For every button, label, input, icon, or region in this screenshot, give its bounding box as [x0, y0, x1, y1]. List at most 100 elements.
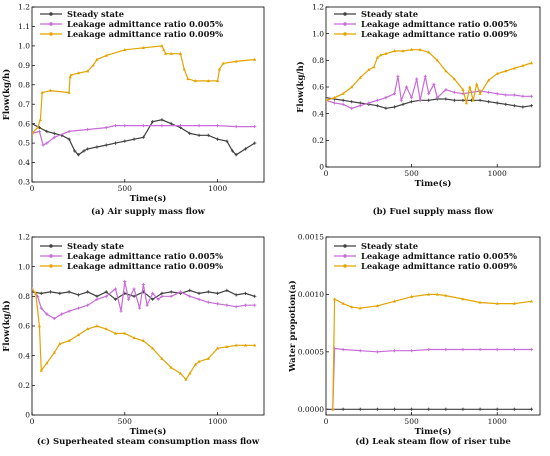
data-point	[45, 312, 49, 316]
legend-label-steady: Steady state	[361, 241, 418, 251]
data-point	[68, 75, 72, 79]
data-point	[104, 125, 108, 130]
series-steady	[32, 118, 257, 157]
data-point	[225, 344, 229, 348]
data-point	[206, 79, 210, 83]
data-point	[178, 124, 183, 128]
data-point	[69, 73, 73, 77]
data-point	[113, 287, 118, 291]
data-point	[141, 46, 145, 50]
data-point	[375, 304, 379, 308]
data-point	[487, 90, 491, 94]
data-point	[86, 147, 90, 151]
data-point	[350, 106, 354, 110]
data-point	[478, 300, 482, 304]
data-point	[132, 137, 136, 141]
data-point	[461, 98, 465, 102]
data-point	[48, 290, 53, 294]
data-point	[151, 297, 155, 301]
panel-caption: (c) Superheated steam consumption mass f…	[37, 436, 260, 447]
data-point	[160, 118, 164, 122]
legend-label-s2: Leakage admittance ratio 0.009%	[361, 29, 517, 39]
data-point	[86, 303, 90, 307]
data-point	[392, 92, 397, 96]
data-point	[188, 371, 192, 375]
data-point	[392, 49, 397, 53]
data-point	[216, 346, 220, 350]
data-point	[141, 339, 145, 343]
data-point	[216, 124, 220, 128]
y-tick-label: 0.6	[312, 83, 324, 92]
data-point	[58, 342, 62, 345]
y-tick-label: 0.6	[18, 322, 30, 331]
data-point	[435, 58, 439, 62]
data-point	[86, 127, 90, 132]
data-point	[52, 135, 56, 139]
panel-caption: (a) Air supply mass flow	[91, 206, 206, 217]
data-point	[253, 343, 257, 347]
data-point	[216, 291, 220, 295]
data-point	[38, 117, 42, 121]
data-point	[332, 297, 337, 301]
data-point	[504, 93, 508, 97]
series-s1	[32, 279, 257, 321]
data-point	[86, 290, 90, 294]
data-point	[358, 75, 362, 79]
data-point	[521, 105, 525, 109]
data-point	[91, 63, 95, 67]
data-point	[350, 305, 354, 309]
series-line-s1	[32, 281, 255, 320]
series-s2	[331, 292, 534, 411]
data-point	[188, 294, 192, 298]
x-tick-label: 500	[118, 184, 133, 193]
legend-label-s1: Leakage admittance ratio 0.005%	[361, 19, 517, 29]
data-point	[478, 91, 482, 95]
data-point	[375, 55, 379, 59]
plot-frame	[325, 236, 541, 416]
legend-marker	[49, 264, 53, 268]
data-point	[184, 377, 188, 381]
legend-label-s2: Leakage admittance ratio 0.009%	[67, 29, 223, 39]
data-point	[151, 291, 155, 295]
data-point	[182, 67, 186, 71]
data-point	[197, 359, 201, 363]
data-point	[529, 299, 534, 303]
series-line-s2	[332, 293, 532, 410]
data-point	[341, 347, 345, 352]
data-point	[164, 51, 168, 55]
data-point	[396, 74, 400, 78]
data-point	[162, 47, 166, 51]
data-point	[487, 100, 491, 104]
x-tick-label: 500	[118, 417, 133, 426]
data-point	[197, 133, 201, 137]
data-point	[32, 287, 34, 291]
data-point	[341, 98, 345, 102]
data-point	[410, 47, 414, 51]
data-point	[34, 291, 38, 295]
series-steady	[326, 407, 534, 411]
data-point	[341, 91, 345, 95]
data-point	[427, 407, 431, 411]
legend-label-s1: Leakage admittance ratio 0.005%	[67, 19, 223, 29]
data-point	[468, 85, 472, 89]
y-tick-label: 1.1	[18, 22, 30, 31]
data-point	[358, 407, 362, 411]
legend-marker	[49, 254, 53, 258]
data-point	[404, 85, 409, 89]
data-point	[104, 290, 108, 294]
data-point	[512, 407, 516, 411]
data-point	[58, 291, 62, 295]
y-tick-label: 1.2	[18, 3, 30, 12]
x-tick-label: 1000	[208, 184, 227, 193]
y-tick-label: 0	[319, 163, 324, 172]
data-point	[529, 104, 534, 108]
series-line-s2	[32, 288, 255, 381]
data-point	[123, 124, 127, 128]
data-point	[67, 290, 71, 294]
data-point	[350, 100, 354, 104]
series-line-s2	[326, 49, 532, 104]
data-point	[478, 407, 482, 411]
data-point	[504, 102, 508, 106]
data-point	[444, 97, 448, 101]
y-tick-label: 0.3	[18, 178, 30, 187]
